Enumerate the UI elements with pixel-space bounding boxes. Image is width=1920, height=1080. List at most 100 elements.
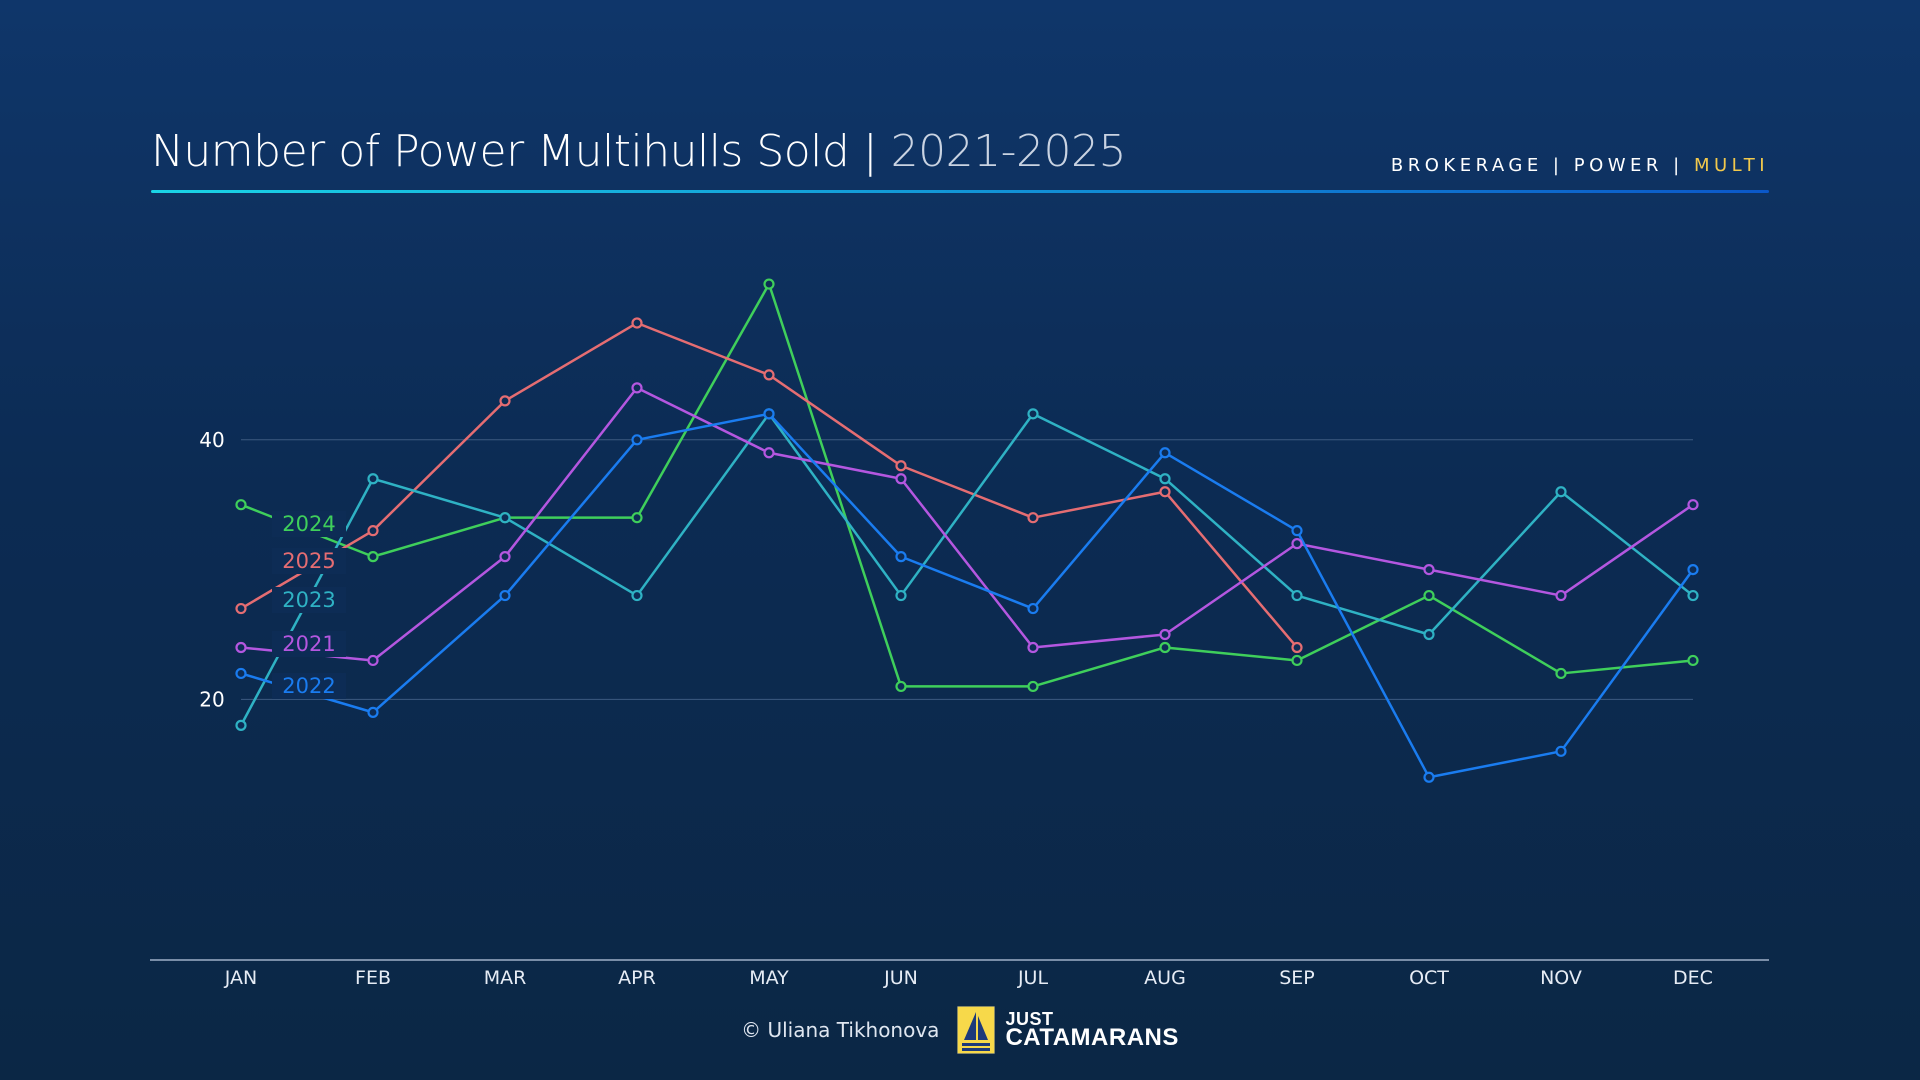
data-point-2021 <box>895 473 907 485</box>
category-tags: BROKERAGE | POWER | MULTI <box>1391 155 1769 176</box>
series-label-backdrop <box>272 511 346 537</box>
data-point-2022 <box>895 551 907 563</box>
data-point-2022 <box>499 589 511 602</box>
series-line-2023 <box>239 412 1694 726</box>
data-point-2021 <box>1027 641 1039 654</box>
data-point-2021 <box>1291 538 1303 550</box>
x-tick-label: DEC <box>1673 967 1713 989</box>
y-tick-label: 20 <box>199 687 224 711</box>
data-point-2023 <box>631 589 643 602</box>
data-point-2025 <box>631 317 643 329</box>
series-label-2025: 2025 <box>282 549 335 573</box>
series-label-2023: 2023 <box>282 588 335 612</box>
data-point-2021 <box>1687 499 1699 511</box>
tag-separator: | <box>1542 155 1574 176</box>
data-point-2025 <box>367 525 379 537</box>
tag-multi: MULTI <box>1693 155 1769 176</box>
data-point-2024 <box>1291 654 1303 667</box>
data-point-2024 <box>895 680 907 693</box>
sailboat-icon <box>957 1006 996 1054</box>
data-point-2022 <box>1687 563 1699 576</box>
data-point-2021 <box>1423 563 1435 576</box>
data-point-2024 <box>1687 654 1699 667</box>
series-label-backdrop <box>272 548 346 574</box>
title-main: Number of Power Multihulls Sold <box>151 126 850 177</box>
data-point-2022 <box>1291 525 1303 537</box>
y-tick-label: 40 <box>199 428 224 452</box>
data-point-2021 <box>1555 589 1567 602</box>
series-line-2024 <box>240 282 1694 688</box>
data-point-2022 <box>1027 602 1039 615</box>
x-tick-label: MAY <box>749 967 789 989</box>
data-point-2023 <box>235 719 247 731</box>
data-point-2024 <box>1423 589 1435 602</box>
x-tick-label: OCT <box>1409 967 1449 989</box>
series-label-backdrop <box>272 673 346 699</box>
data-point-2023 <box>1159 473 1171 485</box>
series-label-2024: 2024 <box>282 512 335 536</box>
data-point-2025 <box>1027 512 1039 524</box>
series-label-backdrop <box>272 587 346 613</box>
data-point-2025 <box>763 369 775 381</box>
data-point-2022 <box>763 408 775 420</box>
data-point-2021 <box>499 551 511 563</box>
data-point-2023 <box>1423 628 1435 641</box>
data-point-2021 <box>1159 628 1171 641</box>
series-label-backdrop <box>272 631 346 657</box>
data-point-2025 <box>1159 486 1171 498</box>
data-point-2025 <box>235 602 247 615</box>
x-tick-label: APR <box>618 967 656 989</box>
data-point-2023 <box>1555 486 1567 498</box>
data-point-2024 <box>1159 641 1171 654</box>
data-point-2024 <box>367 551 379 563</box>
data-point-2025 <box>499 395 511 407</box>
footer: © Uliana Tikhonova JUST CATAMARANS <box>0 1006 1920 1054</box>
data-point-2023 <box>499 512 511 524</box>
data-point-2023 <box>1291 589 1303 602</box>
data-point-2022 <box>1423 771 1435 783</box>
title-underline <box>151 190 1769 193</box>
data-point-2023 <box>367 473 379 485</box>
series-line-2022 <box>240 412 1695 779</box>
x-tick-label: SEP <box>1279 967 1315 989</box>
logo-line1: JUST <box>1005 1009 1054 1030</box>
data-point-2022 <box>235 667 247 680</box>
data-point-2025 <box>895 460 907 472</box>
data-point-2021 <box>763 447 775 459</box>
x-tick-label: MAR <box>484 967 527 989</box>
title-separator: | <box>849 126 891 177</box>
data-point-2021 <box>367 654 379 667</box>
data-point-2023 <box>1027 408 1039 420</box>
logo-line2: CATAMARANS <box>1005 1024 1179 1052</box>
series-label-2021: 2021 <box>282 632 335 656</box>
data-point-2024 <box>235 499 247 511</box>
chart-title: Number of Power Multihulls Sold | 2021-2… <box>151 126 1126 177</box>
x-tick-label: FEB <box>355 967 391 989</box>
x-tick-label: NOV <box>1540 967 1582 989</box>
logo-text: JUST CATAMARANS <box>1005 1009 1179 1052</box>
data-point-2022 <box>631 434 643 446</box>
data-point-2023 <box>895 589 907 602</box>
data-point-2024 <box>1555 667 1567 680</box>
copyright-credit: © Uliana Tikhonova <box>741 1018 940 1042</box>
series-label-2022: 2022 <box>282 674 335 698</box>
title-subtitle: 2021-2025 <box>890 126 1127 177</box>
data-point-2022 <box>1555 745 1567 757</box>
data-point-2025 <box>1291 641 1303 654</box>
x-tick-label: JUN <box>883 967 918 989</box>
data-point-2021 <box>631 382 643 394</box>
data-point-2024 <box>1027 680 1039 693</box>
data-point-2021 <box>235 641 247 654</box>
x-tick-label: AUG <box>1144 967 1186 989</box>
data-point-2022 <box>367 706 379 718</box>
data-point-2024 <box>631 512 643 524</box>
just-catamarans-logo: JUST CATAMARANS <box>957 1006 1178 1054</box>
data-point-2023 <box>1687 589 1699 602</box>
series-line-2021 <box>240 386 1694 662</box>
x-tick-label: JAN <box>224 967 257 989</box>
tag-brokerage: BROKERAGE <box>1390 155 1543 176</box>
tag-separator: | <box>1662 155 1694 176</box>
tag-power: POWER <box>1573 155 1663 176</box>
x-tick-label: JUL <box>1017 967 1049 989</box>
